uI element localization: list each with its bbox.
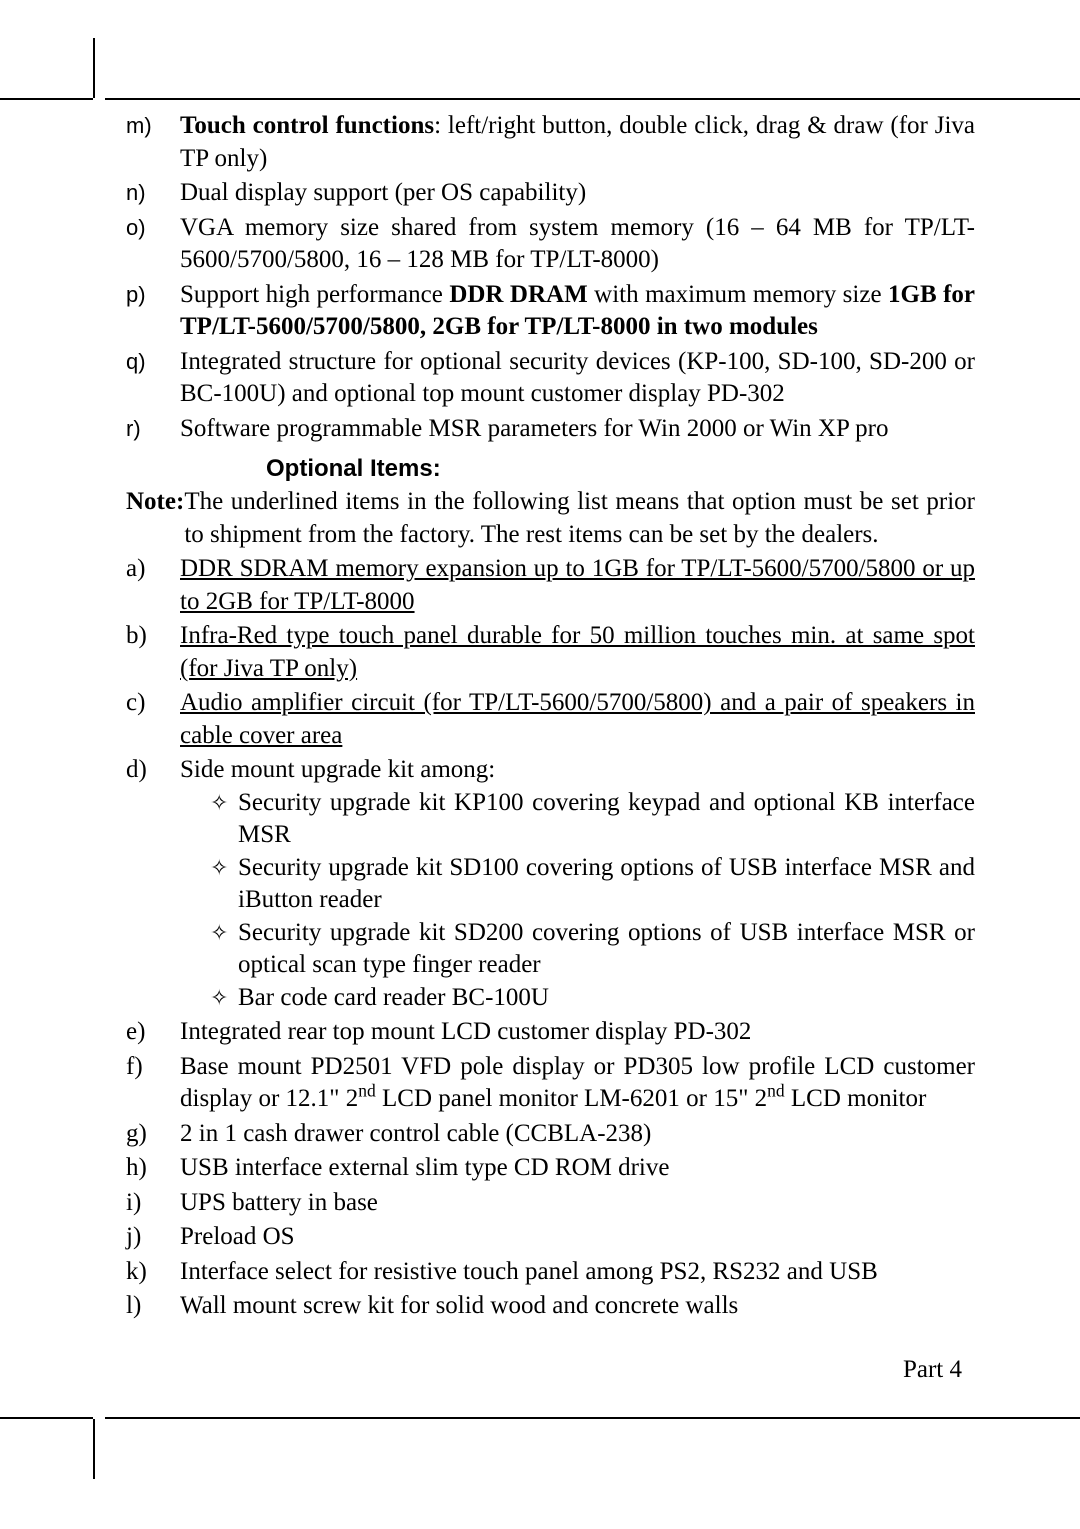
item-body: Preload OS (180, 1221, 975, 1254)
item-body: USB interface external slim type CD ROM … (180, 1152, 975, 1185)
item-body: Integrated structure for optional securi… (180, 346, 975, 411)
text: Support high performance (180, 281, 449, 308)
item-body: Infra-Red type touch panel durable for 5… (180, 620, 975, 685)
superscript: nd (358, 1081, 376, 1101)
item-d: d) Side mount upgrade kit among: ✧ Secur… (126, 754, 975, 1014)
item-label: e) (126, 1016, 180, 1049)
item-f: f) Base mount PD2501 VFD pole display or… (126, 1051, 975, 1116)
item-body: Integrated rear top mount LCD customer d… (180, 1016, 975, 1049)
diamond-icon: ✧ (210, 787, 238, 852)
item-label: i) (126, 1187, 180, 1220)
diamond-icon: ✧ (210, 852, 238, 917)
item-body: VGA memory size shared from system memor… (180, 212, 975, 277)
diamond-icon: ✧ (210, 982, 238, 1015)
underlined-text: Infra-Red type touch panel durable for 5… (180, 622, 975, 682)
item-h: h) USB interface external slim type CD R… (126, 1152, 975, 1185)
item-label: f) (126, 1051, 180, 1116)
item-m: m) Touch control functions: left/right b… (126, 110, 975, 175)
item-b: b) Infra-Red type touch panel durable fo… (126, 620, 975, 685)
subitem: ✧ Bar code card reader BC-100U (210, 982, 975, 1015)
second-list: a) DDR SDRAM memory expansion up to 1GB … (126, 553, 975, 1323)
subitem: ✧ Security upgrade kit SD100 covering op… (210, 852, 975, 917)
underlined-text: DDR SDRAM memory expansion up to 1GB for… (180, 555, 975, 615)
item-l: l) Wall mount screw kit for solid wood a… (126, 1290, 975, 1323)
text: with maximum memory size (588, 281, 888, 308)
item-body: Support high performance DDR DRAM with m… (180, 279, 975, 344)
item-label: c) (126, 687, 180, 752)
item-body: 2 in 1 cash drawer control cable (CCBLA-… (180, 1118, 975, 1151)
item-body: Base mount PD2501 VFD pole display or PD… (180, 1051, 975, 1116)
note-body: The underlined items in the following li… (184, 486, 975, 551)
subitem-body: Security upgrade kit SD200 covering opti… (238, 917, 975, 982)
item-body: Wall mount screw kit for solid wood and … (180, 1290, 975, 1323)
diamond-icon: ✧ (210, 917, 238, 982)
bold-text: Touch control functions (180, 112, 434, 139)
subitem-body: Bar code card reader BC-100U (238, 982, 975, 1015)
page-number: Part 4 (903, 1356, 962, 1384)
bottom-tick (93, 1419, 95, 1479)
item-e: e) Integrated rear top mount LCD custome… (126, 1016, 975, 1049)
subitem-body: Security upgrade kit KP100 covering keyp… (238, 787, 975, 852)
subitem: ✧ Security upgrade kit KP100 covering ke… (210, 787, 975, 852)
item-body: Software programmable MSR parameters for… (180, 413, 975, 446)
bold-text: DDR DRAM (449, 281, 587, 308)
top-tick (93, 38, 95, 98)
first-list: m) Touch control functions: left/right b… (126, 110, 975, 445)
content: m) Touch control functions: left/right b… (126, 110, 975, 1325)
item-p: p) Support high performance DDR DRAM wit… (126, 279, 975, 344)
text: Side mount upgrade kit among: (180, 756, 495, 783)
top-rule-right (105, 98, 1080, 100)
item-label: q) (126, 346, 180, 411)
subitem-body: Security upgrade kit SD100 covering opti… (238, 852, 975, 917)
item-q: q) Integrated structure for optional sec… (126, 346, 975, 411)
item-body: Audio amplifier circuit (for TP/LT-5600/… (180, 687, 975, 752)
text: LCD monitor (785, 1085, 927, 1112)
bottom-rule-right (105, 1417, 1080, 1419)
item-o: o) VGA memory size shared from system me… (126, 212, 975, 277)
item-a: a) DDR SDRAM memory expansion up to 1GB … (126, 553, 975, 618)
item-k: k) Interface select for resistive touch … (126, 1256, 975, 1289)
subitem: ✧ Security upgrade kit SD200 covering op… (210, 917, 975, 982)
item-label: g) (126, 1118, 180, 1151)
item-g: g) 2 in 1 cash drawer control cable (CCB… (126, 1118, 975, 1151)
item-label: m) (126, 110, 180, 175)
item-label: a) (126, 553, 180, 618)
item-label: p) (126, 279, 180, 344)
item-body: DDR SDRAM memory expansion up to 1GB for… (180, 553, 975, 618)
item-body: UPS battery in base (180, 1187, 975, 1220)
item-label: b) (126, 620, 180, 685)
item-label: n) (126, 177, 180, 210)
item-c: c) Audio amplifier circuit (for TP/LT-56… (126, 687, 975, 752)
item-body: Dual display support (per OS capability) (180, 177, 975, 210)
item-label: r) (126, 413, 180, 446)
item-body: Interface select for resistive touch pan… (180, 1256, 975, 1289)
item-body: Touch control functions: left/right butt… (180, 110, 975, 175)
superscript: nd (767, 1081, 785, 1101)
item-label: l) (126, 1290, 180, 1323)
top-rule-left (0, 98, 93, 100)
underlined-text: Audio amplifier circuit (for TP/LT-5600/… (180, 689, 975, 749)
item-j: j) Preload OS (126, 1221, 975, 1254)
page: m) Touch control functions: left/right b… (0, 0, 1080, 1529)
sublist: ✧ Security upgrade kit KP100 covering ke… (180, 787, 975, 1015)
optional-items-heading: Optional Items: (266, 453, 975, 484)
item-label: o) (126, 212, 180, 277)
item-body: Side mount upgrade kit among: ✧ Security… (180, 754, 975, 1014)
item-label: k) (126, 1256, 180, 1289)
bottom-rule-left (0, 1417, 93, 1419)
item-label: d) (126, 754, 180, 1014)
text: LCD panel monitor LM-6201 or 15" 2 (376, 1085, 767, 1112)
item-i: i) UPS battery in base (126, 1187, 975, 1220)
item-label: h) (126, 1152, 180, 1185)
note-label: Note: (126, 486, 184, 551)
item-r: r) Software programmable MSR parameters … (126, 413, 975, 446)
note-row: Note: The underlined items in the follow… (126, 486, 975, 551)
item-label: j) (126, 1221, 180, 1254)
item-n: n) Dual display support (per OS capabili… (126, 177, 975, 210)
